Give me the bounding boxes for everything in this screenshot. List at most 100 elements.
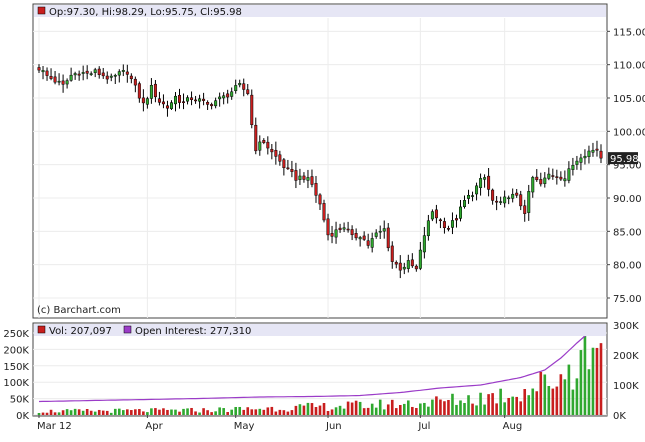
candle-body	[246, 89, 250, 94]
candle-body	[194, 99, 198, 102]
volume-bar	[555, 386, 559, 415]
volume-bar	[451, 393, 454, 415]
candle-body	[101, 72, 105, 77]
volume-bar	[138, 409, 141, 415]
volume-bar	[531, 388, 535, 415]
candle-body	[475, 185, 479, 195]
candle-body	[382, 228, 386, 232]
candle-body	[69, 74, 73, 81]
volume-bar	[402, 403, 406, 415]
last-price-label: 95.98	[610, 154, 639, 165]
candle-body	[286, 167, 290, 170]
volume-bar	[314, 407, 318, 415]
volume-bar	[174, 409, 177, 415]
volume-bar	[234, 406, 238, 415]
candle-body	[117, 71, 121, 76]
volume-bar	[495, 403, 498, 415]
candle-body	[41, 70, 45, 73]
candle-body	[559, 176, 563, 180]
volume-bar	[230, 409, 233, 415]
volume-bar	[459, 400, 462, 415]
candle-body	[535, 176, 539, 181]
candle-body	[258, 141, 262, 151]
candle-body	[190, 97, 194, 100]
volume-bar	[294, 405, 298, 415]
candle-body	[370, 238, 374, 248]
volume-bar	[547, 385, 551, 415]
volume-bar	[370, 403, 374, 415]
candle-body	[587, 150, 591, 157]
candle-body	[599, 150, 603, 159]
candle-body	[386, 227, 390, 249]
candle-body	[161, 101, 165, 105]
volume-bar	[97, 409, 101, 415]
volume-bar	[238, 406, 242, 415]
volume-bar	[282, 410, 286, 415]
volume-bar	[166, 409, 169, 415]
last-price-box-bg	[608, 152, 638, 165]
candle-body	[57, 80, 61, 83]
candle-body	[539, 179, 543, 185]
candle-body	[402, 266, 406, 270]
volume-bar	[322, 403, 326, 415]
volume-bar	[362, 408, 366, 415]
volume-bar	[73, 408, 77, 415]
volume-bar	[306, 402, 310, 415]
volume-bar	[455, 404, 458, 415]
candle-body	[210, 104, 214, 107]
volume-bar	[411, 406, 414, 415]
candle-body	[567, 168, 571, 181]
price-legend-bar	[34, 5, 606, 17]
volume-bar	[77, 409, 81, 415]
x-tick-label: Jun	[325, 421, 342, 432]
volume-bar	[330, 409, 334, 415]
candle-body	[442, 221, 446, 228]
volume-legend-text: Vol: 207,097	[49, 326, 112, 337]
last-price-box: 95.98	[608, 152, 639, 165]
volume-bar	[386, 404, 390, 415]
candle-body	[555, 176, 559, 178]
candle-body	[531, 177, 535, 193]
candle-body	[394, 262, 398, 265]
candle-body	[165, 105, 169, 109]
x-tick-label: Aug	[503, 421, 523, 432]
volume-bar	[567, 364, 571, 415]
candle-body	[173, 95, 177, 105]
volume-left-tick-label: 250K	[3, 329, 29, 340]
volume-bar	[390, 399, 394, 415]
volume-bar	[286, 411, 290, 415]
volume-bar	[37, 412, 41, 415]
candle-body	[53, 76, 57, 83]
volume-bar	[214, 411, 217, 415]
volume-bar	[246, 407, 250, 415]
candle-body	[254, 124, 258, 152]
candle-body	[169, 102, 173, 109]
candle-body	[326, 218, 330, 236]
candle-body	[182, 101, 186, 103]
candle-body	[230, 91, 234, 97]
volume-bar	[186, 408, 189, 415]
volume-bar	[463, 403, 466, 415]
volume-bar	[274, 411, 278, 415]
candle-body	[527, 191, 531, 213]
volume-bar	[53, 412, 57, 415]
volume-bar	[158, 409, 161, 415]
candle-body	[113, 75, 117, 77]
volume-bar	[290, 410, 294, 415]
candle-body	[463, 200, 467, 207]
volume-bar	[350, 402, 354, 415]
volume-bar	[583, 334, 587, 415]
volume-bar	[250, 409, 254, 415]
volume-legend-swatch	[37, 325, 46, 334]
volume-legend-bar	[34, 324, 606, 336]
candle-body	[149, 85, 153, 99]
x-tick-label: May	[234, 421, 255, 432]
candle-body	[314, 183, 318, 196]
volume-bar	[407, 400, 410, 415]
volume-bar	[431, 399, 434, 415]
candle-body	[350, 229, 354, 236]
candle-body	[446, 228, 450, 230]
volume-bar	[394, 408, 398, 415]
volume-bar	[523, 389, 527, 415]
candle-body	[571, 165, 575, 170]
